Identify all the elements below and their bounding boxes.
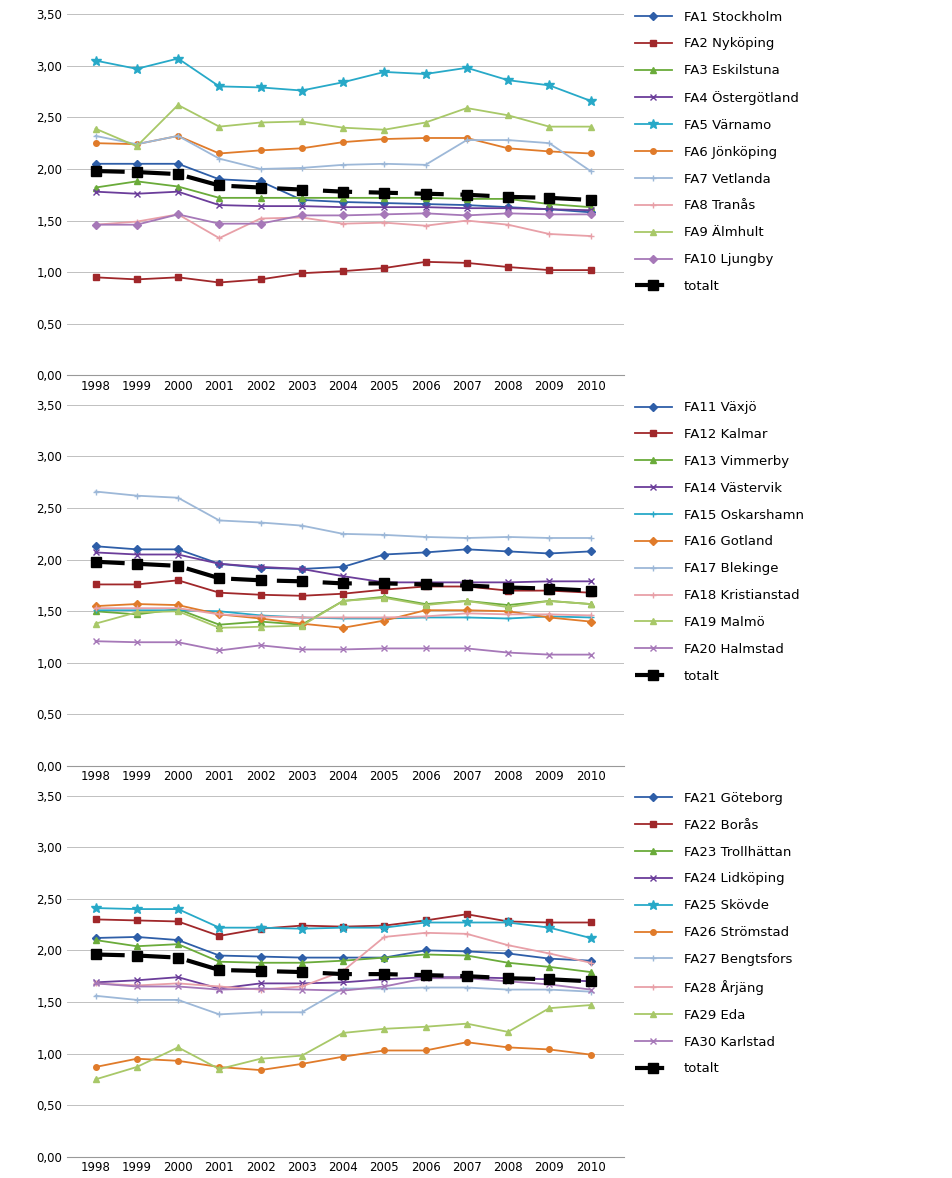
- Legend: FA21 Göteborg, FA22 Borås, FA23 Trollhättan, FA24 Lidköping, FA25 Skövde, FA26 S: FA21 Göteborg, FA22 Borås, FA23 Trollhät…: [635, 792, 792, 1076]
- Legend: FA11 Växjö, FA12 Kalmar, FA13 Vimmerby, FA14 Västervik, FA15 Oskarshamn, FA16 Go: FA11 Växjö, FA12 Kalmar, FA13 Vimmerby, …: [635, 402, 803, 683]
- Legend: FA1 Stockholm, FA2 Nyköping, FA3 Eskilstuna, FA4 Östergötland, FA5 Värnamo, FA6 : FA1 Stockholm, FA2 Nyköping, FA3 Eskilst…: [635, 11, 799, 293]
